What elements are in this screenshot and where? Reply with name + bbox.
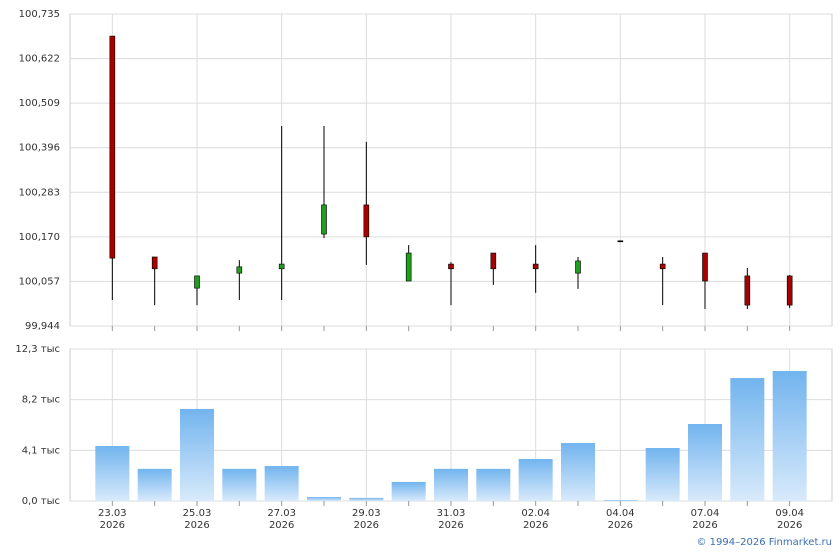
candle-body xyxy=(448,263,454,270)
y-tick-label: 100,170 xyxy=(19,232,60,243)
y-tick-label: 12,3 тыс xyxy=(15,344,60,355)
x-tick-label: 31.03 xyxy=(437,508,466,519)
y-tick-label: 100,735 xyxy=(19,9,60,20)
copyright: © 1994–2026 Finmarket.ru xyxy=(696,537,832,548)
y-tick-label: 100,057 xyxy=(19,276,60,287)
candle-body xyxy=(659,263,666,270)
y-tick-label: 100,283 xyxy=(19,187,60,198)
x-tick-label: 02.04 xyxy=(521,508,550,519)
volume-bar xyxy=(391,481,426,501)
x-tick-year: 2026 xyxy=(100,520,125,531)
x-tick-year: 2026 xyxy=(438,520,463,531)
x-tick-year: 2026 xyxy=(608,520,633,531)
volume-bar xyxy=(518,458,553,501)
volume-bar xyxy=(688,424,722,501)
candle-body xyxy=(786,275,793,306)
candle-body xyxy=(405,252,412,282)
x-tick-label: 07.04 xyxy=(691,508,720,519)
volume-bar xyxy=(561,443,595,501)
x-tick-year: 2026 xyxy=(354,520,379,531)
y-tick-label: 100,396 xyxy=(19,143,60,154)
volume-bar xyxy=(137,468,172,501)
candle-body xyxy=(194,275,200,289)
x-tick-year: 2026 xyxy=(692,520,717,531)
candle-body xyxy=(151,256,158,270)
volume-bar xyxy=(645,447,680,501)
volume-bar xyxy=(307,497,341,501)
x-tick-label: 23.03 xyxy=(98,508,127,519)
x-tick-label: 29.03 xyxy=(352,508,381,519)
candle-body xyxy=(321,204,327,235)
candle-body xyxy=(236,266,243,274)
x-tick-label: 27.03 xyxy=(267,508,296,519)
y-tick-label: 4,1 тыс xyxy=(22,445,60,456)
candle-body xyxy=(109,35,116,259)
candle-body xyxy=(532,263,539,270)
y-tick-label: 100,509 xyxy=(19,98,60,109)
volume-bar xyxy=(349,497,384,501)
volume-bar xyxy=(222,468,257,501)
y-tick-label: 99,944 xyxy=(25,321,60,332)
candle-body xyxy=(575,260,581,274)
candle-body xyxy=(490,252,497,270)
candle-body xyxy=(744,275,751,306)
volume-bar xyxy=(180,408,214,501)
volume-bar xyxy=(730,378,765,501)
x-tick-year: 2026 xyxy=(777,520,802,531)
x-tick-year: 2026 xyxy=(269,520,294,531)
volume-bar xyxy=(95,446,130,501)
x-tick-label: 04.04 xyxy=(606,508,635,519)
y-tick-label: 8,2 тыс xyxy=(22,395,60,406)
x-tick-year: 2026 xyxy=(523,520,548,531)
x-tick-label: 25.03 xyxy=(183,508,212,519)
y-tick-label: 100,622 xyxy=(19,54,60,65)
x-tick-label: 09.04 xyxy=(775,508,804,519)
candle-body xyxy=(278,263,285,270)
volume-bar xyxy=(476,468,511,501)
candle-body xyxy=(617,240,624,243)
candle-body xyxy=(702,252,708,282)
x-tick-year: 2026 xyxy=(184,520,209,531)
volume-bar xyxy=(603,500,638,501)
volume-bar xyxy=(772,370,807,501)
volume-bar xyxy=(264,466,299,501)
y-tick-label: 0,0 тыс xyxy=(22,496,60,507)
volume-bar xyxy=(434,468,468,501)
candle-body xyxy=(363,204,370,238)
